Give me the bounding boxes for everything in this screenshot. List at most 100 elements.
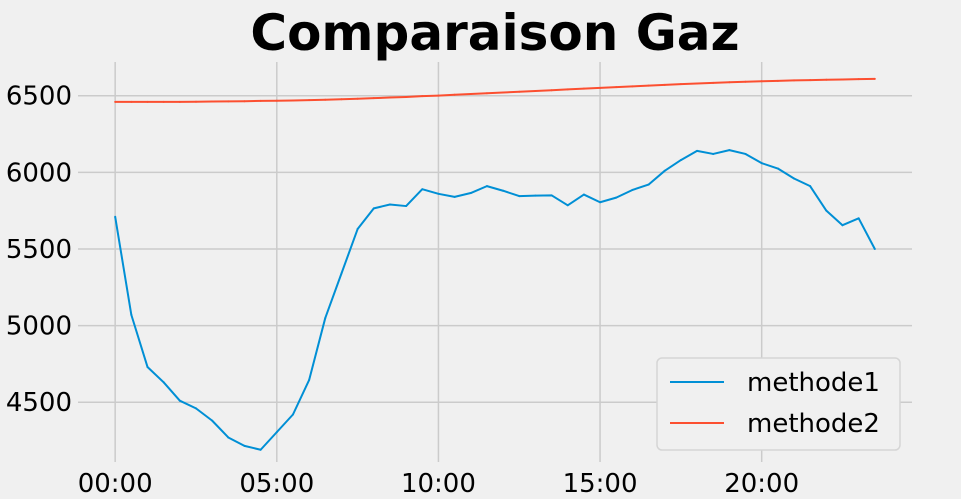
data-point-methode2 [372,97,375,100]
data-point-methode1 [227,436,230,439]
data-point-methode2 [259,99,262,102]
data-point-methode1 [534,194,537,197]
data-point-methode2 [744,80,747,83]
data-point-methode1 [146,365,149,368]
series-line-methode2 [115,77,875,103]
data-point-methode1 [712,152,715,155]
series-lines [114,77,876,451]
data-point-methode2 [502,91,505,94]
data-point-methode2 [582,87,585,90]
data-point-methode2 [825,78,828,81]
data-point-methode1 [421,188,424,191]
data-point-methode2 [599,86,602,89]
data-point-methode2 [146,100,149,103]
data-point-methode2 [405,95,408,98]
data-point-methode2 [388,96,391,99]
data-point-methode1 [679,159,682,162]
data-point-methode2 [324,98,327,101]
data-point-methode1 [566,204,569,207]
data-point-methode1 [308,379,311,382]
data-point-methode2 [308,99,311,102]
x-tick-label: 10:00 [401,469,476,499]
data-point-methode2 [211,100,214,103]
data-point-methode1 [615,196,618,199]
data-point-methode1 [437,192,440,195]
series-line-methode1 [114,149,876,451]
data-point-methode1 [873,247,876,250]
data-point-methode2 [712,81,715,84]
data-point-methode1 [550,194,553,197]
data-point-methode1 [469,192,472,195]
data-point-methode2 [518,90,521,93]
data-point-methode2 [227,100,230,103]
data-point-methode1 [776,167,779,170]
data-point-methode2 [194,100,197,103]
data-point-methode2 [130,100,133,103]
data-point-methode1 [582,193,585,196]
y-tick-label: 6500 [6,82,72,112]
data-point-methode2 [857,78,860,81]
data-point-methode1 [372,207,375,210]
legend-label-methode1: methode1 [747,368,880,398]
data-point-methode1 [502,189,505,192]
data-point-methode2 [793,79,796,82]
x-tick-label: 05:00 [239,469,314,499]
data-point-methode2 [760,80,763,83]
data-point-methode1 [340,272,343,275]
data-point-methode2 [114,100,117,103]
x-axis-ticks: 00:00 05:00 10:00 15:00 20:00 [78,469,799,499]
data-point-methode1 [405,205,408,208]
legend-label-methode2: methode2 [747,409,880,439]
data-point-methode2 [421,95,424,98]
data-point-methode2 [453,93,456,96]
data-point-methode2 [679,83,682,86]
data-point-methode1 [809,185,812,188]
data-point-methode1 [663,169,666,172]
data-point-methode2 [162,100,165,103]
data-point-methode1 [647,183,650,186]
data-point-methode2 [534,89,537,92]
data-point-methode1 [275,431,278,434]
data-point-methode2 [566,88,569,91]
data-point-methode2 [291,99,294,102]
data-point-methode1 [793,177,796,180]
data-point-methode1 [356,228,359,231]
data-point-methode1 [453,195,456,198]
data-point-methode2 [275,99,278,102]
data-point-methode1 [485,185,488,188]
data-point-methode2 [485,92,488,95]
x-tick-label: 00:00 [78,469,153,499]
data-point-methode1 [324,316,327,319]
data-point-methode2 [631,85,634,88]
data-point-methode2 [340,98,343,101]
data-point-methode2 [469,93,472,96]
data-point-methode1 [194,407,197,410]
data-point-methode2 [550,89,553,92]
data-point-methode2 [728,81,731,84]
chart-title: Comparaison Gaz [250,4,739,62]
data-point-methode2 [178,100,181,103]
data-point-methode2 [841,78,844,81]
data-point-methode1 [243,444,246,447]
x-tick-label: 20:00 [724,469,799,499]
data-point-methode1 [744,152,747,155]
data-point-methode1 [857,217,860,220]
y-tick-label: 4500 [6,388,72,418]
data-point-methode1 [599,201,602,204]
data-point-methode2 [663,83,666,86]
y-tick-label: 5000 [6,312,72,342]
data-point-methode2 [243,100,246,103]
data-point-methode1 [841,224,844,227]
data-point-methode1 [114,215,117,218]
data-point-methode1 [760,162,763,165]
data-point-methode2 [356,97,359,100]
data-point-methode2 [437,94,440,97]
data-point-methode2 [776,79,779,82]
data-point-methode2 [873,77,876,80]
data-point-methode1 [631,188,634,191]
data-point-methode1 [130,313,133,316]
data-point-methode1 [162,381,165,384]
data-point-methode1 [696,149,699,152]
data-point-methode1 [178,399,181,402]
